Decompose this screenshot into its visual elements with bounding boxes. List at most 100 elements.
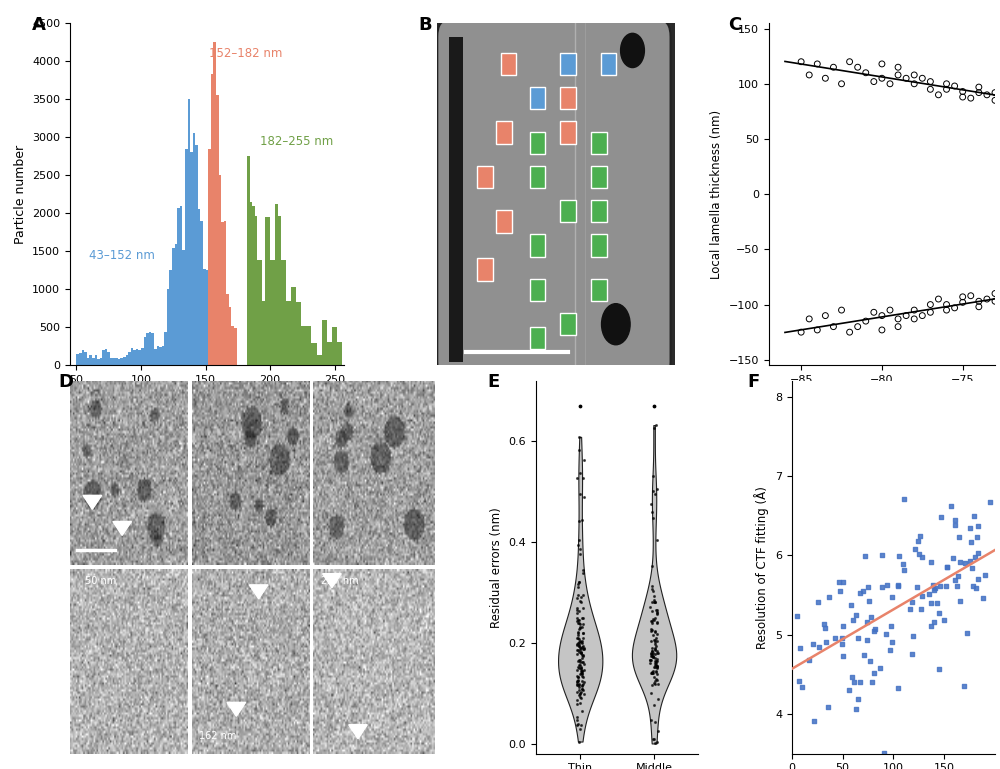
Point	[884, 636, 900, 648]
Point	[574, 683, 590, 695]
Point	[890, 313, 906, 325]
Point	[827, 632, 843, 644]
Bar	[560, 122, 576, 144]
Bar	[110, 358, 113, 365]
Point	[939, 561, 955, 573]
Polygon shape	[323, 574, 341, 588]
Point	[569, 648, 585, 661]
Point	[646, 677, 662, 689]
Bar	[113, 358, 115, 365]
Point	[573, 664, 589, 677]
Point	[649, 534, 665, 546]
Point	[574, 674, 590, 687]
Bar	[335, 328, 337, 365]
Point	[644, 506, 660, 518]
Point	[571, 605, 587, 618]
Point	[575, 602, 591, 614]
Bar	[221, 221, 224, 365]
Bar	[265, 217, 268, 365]
Text: C: C	[728, 16, 741, 35]
Point	[569, 697, 585, 710]
Point	[572, 400, 588, 412]
Point	[648, 665, 664, 677]
Bar	[278, 216, 281, 365]
Point	[835, 576, 851, 588]
Point	[952, 555, 968, 568]
Point	[571, 636, 587, 648]
Point	[890, 579, 906, 591]
Bar	[291, 287, 293, 365]
Point	[644, 679, 660, 691]
Point	[858, 67, 874, 79]
Bar	[159, 347, 162, 365]
Point	[571, 641, 587, 653]
Point	[914, 309, 930, 321]
Point	[649, 604, 665, 616]
Polygon shape	[349, 724, 367, 739]
Bar	[299, 302, 301, 365]
Point	[909, 581, 925, 593]
Point	[926, 616, 942, 628]
Bar	[169, 270, 172, 365]
Point	[574, 652, 590, 664]
Bar	[167, 289, 169, 365]
Point	[569, 686, 585, 698]
Point	[574, 641, 590, 653]
Point	[848, 608, 864, 621]
Point	[574, 665, 590, 677]
Point	[649, 483, 665, 495]
Point	[643, 625, 659, 638]
Point	[801, 654, 817, 666]
Point	[943, 500, 959, 512]
Point	[645, 667, 661, 680]
Point	[962, 555, 978, 568]
Point	[644, 647, 660, 660]
Point	[817, 309, 833, 321]
Bar	[560, 200, 576, 222]
Point	[904, 595, 920, 608]
Point	[859, 616, 875, 628]
Bar	[530, 327, 545, 349]
Point	[571, 684, 587, 696]
Point	[846, 676, 862, 688]
Bar	[151, 333, 154, 365]
Point	[850, 61, 866, 73]
Point	[922, 83, 938, 95]
Point	[573, 662, 589, 674]
Point	[852, 675, 868, 687]
Bar	[128, 351, 131, 365]
Point	[931, 663, 947, 675]
Point	[571, 623, 587, 635]
Point	[647, 652, 663, 664]
Point	[647, 596, 663, 608]
Bar	[340, 342, 342, 365]
Bar	[149, 331, 151, 365]
Point	[882, 78, 898, 90]
Point	[570, 578, 586, 590]
Point	[811, 641, 827, 654]
Point	[574, 680, 590, 692]
Point	[882, 304, 898, 316]
Point	[575, 631, 591, 644]
Polygon shape	[227, 702, 246, 717]
Point	[936, 614, 952, 626]
Point	[907, 543, 923, 555]
Point	[646, 732, 662, 744]
Point	[644, 667, 660, 679]
Point	[866, 625, 882, 638]
FancyBboxPatch shape	[437, 20, 671, 379]
Point	[647, 612, 663, 624]
Bar	[591, 279, 607, 301]
Point	[576, 643, 592, 655]
Point	[793, 326, 809, 338]
Bar	[95, 355, 97, 365]
Bar	[208, 148, 211, 365]
Point	[650, 677, 666, 690]
Bar	[234, 328, 237, 365]
Bar	[327, 342, 330, 365]
Bar	[275, 204, 278, 365]
Point	[569, 615, 585, 628]
Bar	[530, 87, 545, 109]
Point	[845, 614, 861, 626]
Point	[576, 676, 592, 688]
